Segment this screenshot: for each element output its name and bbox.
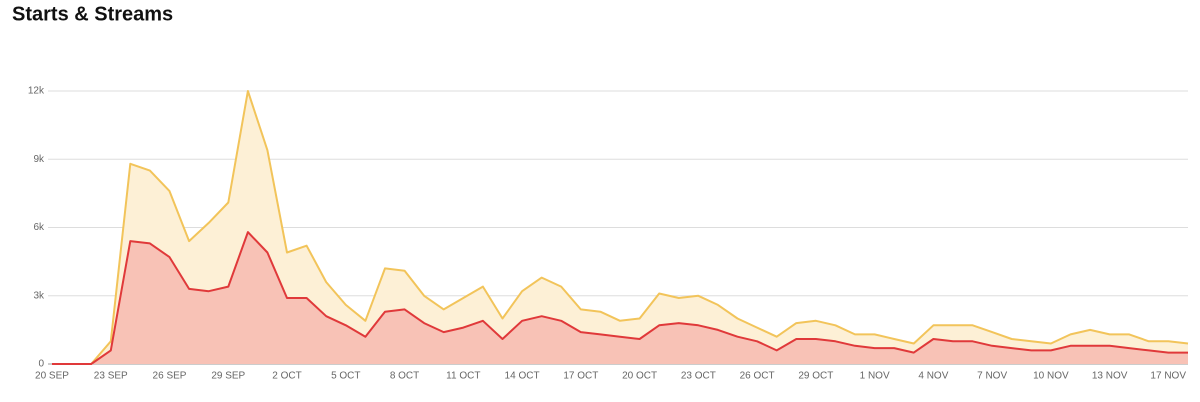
x-tick-label: 17 OCT bbox=[563, 371, 598, 382]
x-tick-label: 20 OCT bbox=[622, 371, 657, 382]
x-tick-label: 1 NOV bbox=[860, 371, 890, 382]
x-tick-label: 7 NOV bbox=[977, 371, 1007, 382]
area bbox=[52, 232, 1188, 364]
x-tick-label: 23 SEP bbox=[94, 371, 128, 382]
y-tick-label: 6k bbox=[33, 222, 45, 233]
x-tick-label: 13 NOV bbox=[1092, 371, 1128, 382]
x-tick-label: 26 OCT bbox=[740, 371, 775, 382]
y-tick-label: 0 bbox=[38, 359, 44, 370]
x-tick-label: 5 OCT bbox=[331, 371, 360, 382]
y-tick-label: 12k bbox=[28, 86, 45, 97]
area bbox=[52, 91, 1188, 364]
line bbox=[52, 90, 1189, 365]
x-tick-label: 11 OCT bbox=[446, 371, 480, 382]
x-tick-label: 14 OCT bbox=[505, 371, 540, 382]
x-tick-label: 8 OCT bbox=[390, 371, 419, 382]
line bbox=[52, 231, 1188, 365]
y-tick-label: 3k bbox=[33, 290, 45, 301]
x-tick-label: 23 OCT bbox=[681, 371, 716, 382]
x-tick-label: 26 SEP bbox=[153, 371, 187, 382]
x-tick-label: 29 OCT bbox=[798, 371, 833, 382]
x-tick-label: 17 NOV bbox=[1150, 371, 1186, 382]
chart-title: Starts & Streams bbox=[12, 3, 173, 25]
x-tick-label: 29 SEP bbox=[211, 371, 245, 382]
x-tick-label: 4 NOV bbox=[918, 371, 948, 382]
x-tick-label: 2 OCT bbox=[272, 371, 301, 382]
x-tick-label: 10 NOV bbox=[1033, 371, 1069, 382]
y-tick-label: 9k bbox=[33, 154, 45, 165]
x-tick-label: 20 SEP bbox=[35, 371, 69, 382]
